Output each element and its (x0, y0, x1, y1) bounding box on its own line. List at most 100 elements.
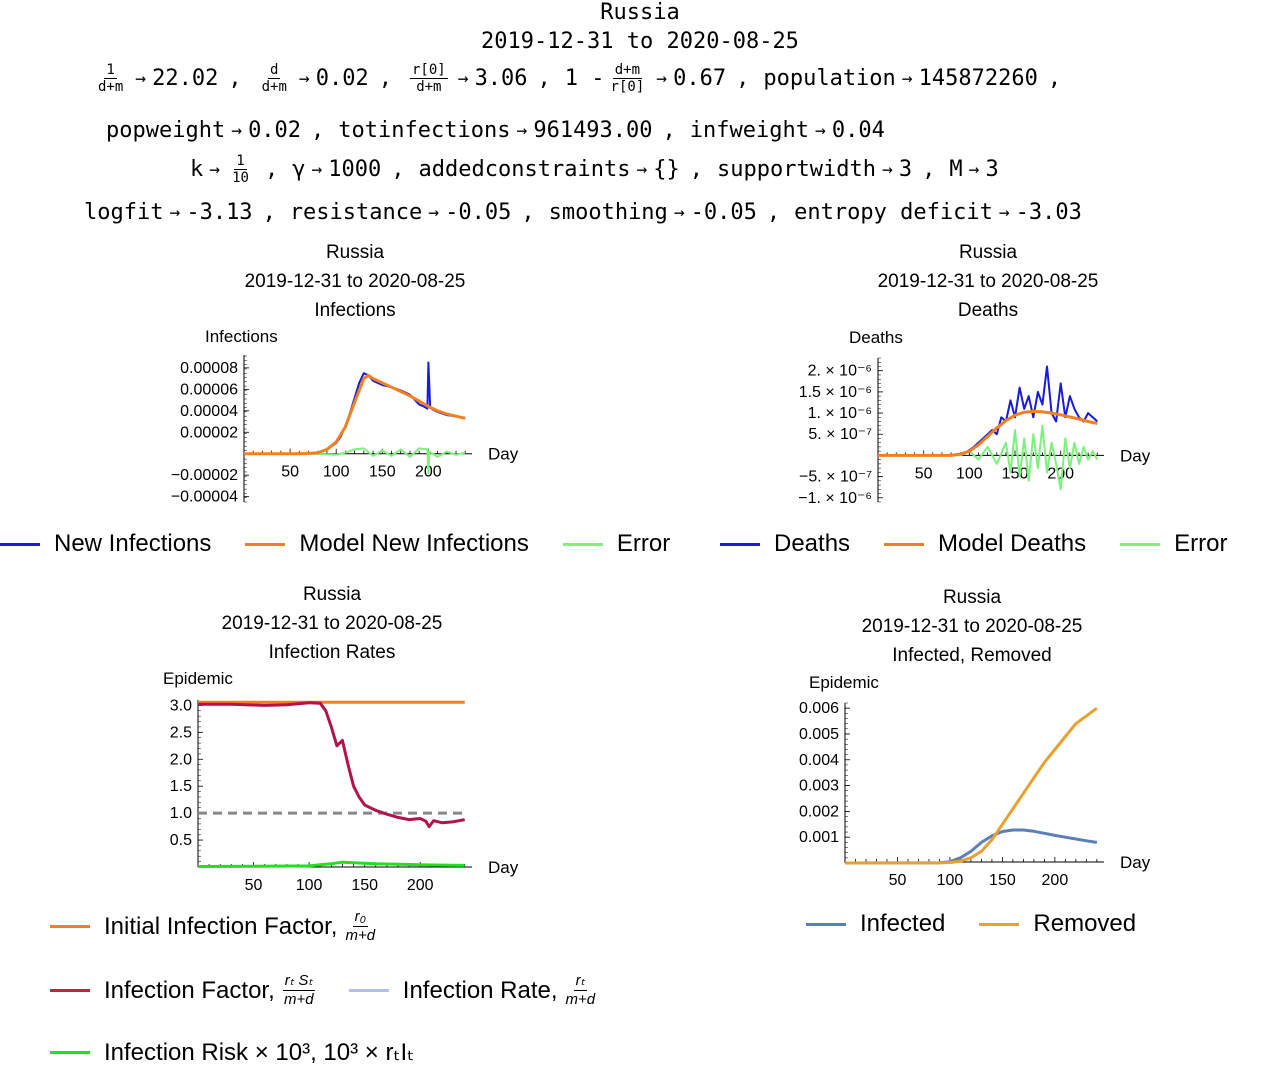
header-date-range: 2019-12-31 to 2020-08-25 (481, 29, 799, 54)
legend-label: Removed (1033, 910, 1137, 937)
param-fraction: d+m r[0] (610, 62, 645, 95)
y-tick-label: 1.5 (170, 778, 192, 795)
param-row-1: 1 d+m → 22.02, d d+m → 0.02, r[0] d+m → 3.06, … (98, 62, 1062, 95)
x-tick-label: 200 (407, 877, 434, 894)
param-value: 0.04 (831, 118, 885, 143)
deaths-chart-title: Russia 2019-12-31 to 2020-08-25 Deaths (877, 242, 1099, 321)
param-value: 22.02 (152, 66, 219, 91)
legend-fraction: r₀ m+d (345, 908, 376, 944)
y-tick-label: −0.00004 (171, 489, 238, 506)
legend-swatch (348, 989, 389, 992)
legend-label: Model New Infections (299, 530, 529, 557)
param-key: infweight (689, 118, 810, 143)
legend-swatch (50, 989, 90, 992)
legend-swatch (1120, 542, 1161, 546)
y-tick-label: 0.003 (799, 778, 839, 795)
rates-chart-title: Russia 2019-12-31 to 2020-08-25 Infection … (221, 584, 443, 663)
param-fraction: r[0] d+m (410, 62, 448, 95)
sir-chart-group: 50 100 150 200 Day 0.006 0.005 0.004 0.003 0.002 0… (799, 700, 1151, 889)
series-line-model-new-infections (244, 373, 466, 456)
param-key: smoothing (548, 200, 668, 225)
series-line-model-deaths (878, 409, 1098, 457)
param-row-4: logfit → -3.13, resistance → -0.05, smoothin… (84, 200, 1082, 225)
x-tick-label: 50 (915, 465, 933, 482)
y-tick-label: 0.006 (799, 700, 839, 717)
sir-chart-title: Russia 2019-12-31 to 2020-08-25 Infected, … (861, 587, 1083, 666)
y-tick-label: 0.004 (799, 752, 839, 769)
legend-swatch (50, 925, 90, 928)
y-tick-label: 2.0 (170, 751, 192, 768)
y-tick-label: 1.0 (170, 805, 192, 822)
param-row-3: k → 1 10, γ → 1000, addedconstraints →{}, sup… (190, 153, 999, 186)
x-axis-label: Day (1120, 446, 1151, 465)
param-value: -0.05 (445, 200, 512, 225)
legend-label: Infection Rate, (402, 976, 558, 1004)
y-tick-label: 0.00008 (180, 360, 238, 377)
x-tick-label: 100 (296, 877, 323, 894)
legend-swatch (979, 922, 1020, 926)
param-value: 3 (898, 157, 913, 182)
y-tick-label: 0.001 (799, 829, 839, 846)
param-value: 0.02 (315, 66, 369, 91)
x-tick-label: 200 (1042, 872, 1069, 889)
x-tick-label: 150 (989, 872, 1016, 889)
param-value: -0.05 (690, 200, 757, 225)
x-tick-label: 50 (281, 464, 299, 481)
param-fraction: 1 d+m (98, 62, 124, 95)
sir-legend: Infected Removed (806, 910, 1136, 938)
deaths-legend: Deaths Model Deaths Error (720, 530, 1227, 558)
x-axis-label: Day (1120, 853, 1151, 872)
y-tick-label: 0.00006 (180, 381, 238, 398)
legend-fraction: rₜ Sₜ m+d (282, 972, 315, 1008)
param-key: supportwidth (717, 157, 876, 182)
legend-swatch (884, 542, 925, 546)
param-value: 3 (985, 157, 999, 182)
legend-swatch (720, 542, 760, 546)
param-fraction: d d+m (261, 62, 287, 95)
param-key: popweight (106, 118, 226, 143)
param-prefix: 1 - (564, 66, 605, 91)
y-tick-label: 5. × 10⁻⁷ (808, 426, 872, 443)
series-line-removed (844, 706, 1098, 865)
param-key: logfit (84, 200, 164, 225)
x-tick-label: 100 (956, 465, 983, 482)
x-tick-label: 150 (351, 877, 378, 894)
x-axis-label: Day (488, 858, 519, 877)
param-key: M (949, 157, 963, 182)
param-value: 1000 (328, 157, 382, 182)
param-value: 0.67 (673, 66, 727, 91)
legend-label: Error (1174, 530, 1228, 557)
y-tick-label: 3.0 (170, 697, 192, 714)
legend-label: Initial Infection Factor, (104, 912, 338, 940)
legend-swatch (806, 922, 846, 926)
y-tick-label: −5. × 10⁻⁷ (799, 469, 872, 486)
param-key: addedconstraints (418, 157, 631, 182)
rates-legend-initial: Initial Infection Factor, r₀ m+d (50, 908, 375, 945)
legend-swatch (245, 542, 286, 546)
y-tick-label: 0.5 (170, 832, 192, 849)
param-key: k (190, 157, 204, 182)
infections-legend: New Infections Model New Infections Erro… (0, 530, 670, 558)
deaths-chart-group: 50 100 150 200 Day 2. × 10⁻⁶ 1.5 × 10⁻⁶ 1. × 10… (798, 357, 1151, 507)
deaths-y-axis-label: Deaths (849, 328, 903, 347)
param-value: 145872260 (918, 66, 1038, 91)
y-tick-label: 1. × 10⁻⁶ (808, 405, 872, 422)
y-tick-label: −1. × 10⁻⁶ (798, 490, 872, 507)
rates-legend-factor: Infection Factor, rₜ Sₜ m+d Infection Rat… (50, 972, 595, 1009)
x-tick-label: 100 (323, 464, 350, 481)
legend-swatch (50, 1051, 90, 1054)
legend-label: Infected (860, 910, 946, 937)
param-key: totinfections (338, 118, 511, 143)
rates-legend-risk: Infection Risk × 10³, 10³ × rₜIₜ (50, 1038, 414, 1067)
infections-chart-title: Russia 2019-12-31 to 2020-08-25 Infections (244, 242, 466, 321)
infections-y-axis-label: Infections (205, 327, 278, 346)
x-tick-label: 50 (245, 877, 263, 894)
rates-chart-group: 50 100 150 200 Day 3.0 2.5 2.0 1.5 1.0 0.5 (170, 697, 519, 894)
param-fraction: 1 10 (232, 153, 249, 186)
rates-y-axis-label: Epidemic (163, 669, 233, 688)
param-value: {} (653, 157, 680, 182)
legend-swatch (0, 542, 40, 546)
param-key: entropy deficit (794, 200, 993, 225)
legend-fraction: rₜ m+d (565, 972, 596, 1008)
